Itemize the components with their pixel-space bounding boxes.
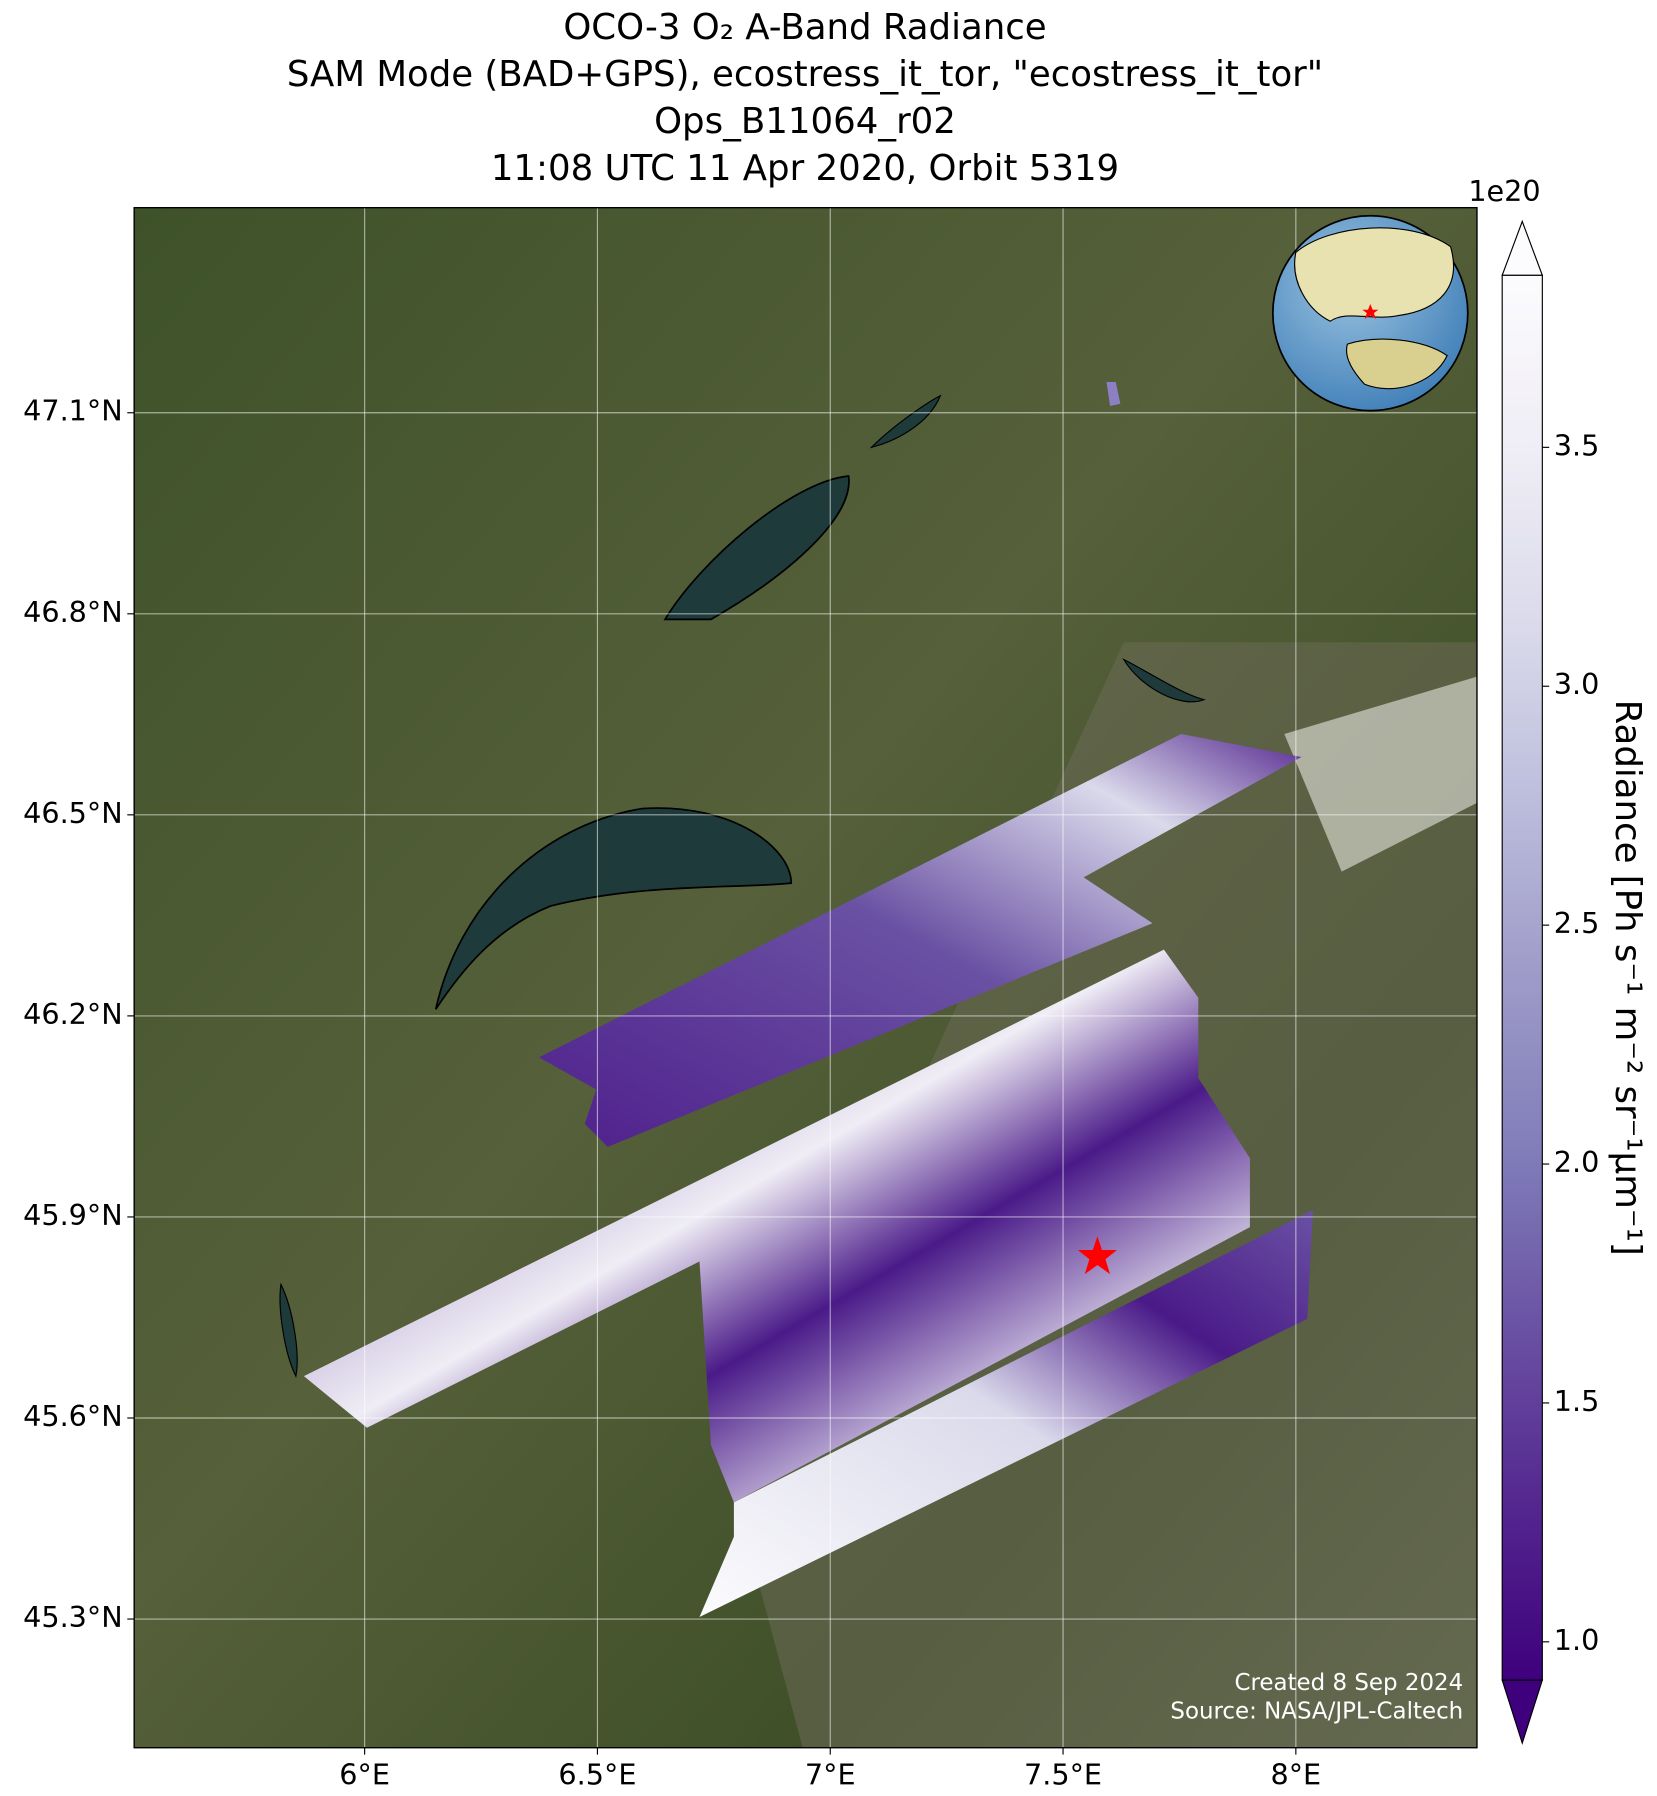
lake-geneva: [434, 807, 793, 1010]
lake-biel: [869, 394, 942, 449]
lake-neuchatel: [663, 475, 850, 621]
colorbar-tick-label: 1.5: [1554, 1384, 1600, 1418]
x-tick-label: 7°E: [805, 1757, 856, 1791]
grid: [134, 207, 1477, 1748]
colorbar-extend-max: [1501, 219, 1544, 276]
credit: Source: NASA/JPL-Caltech: [1170, 1699, 1463, 1725]
title-line: Ops_B11064_r02: [654, 101, 956, 142]
colorbar-tick-label: 2.0: [1554, 1145, 1600, 1179]
colorbar-tick-label: 2.5: [1554, 906, 1600, 940]
title: OCO-3 O₂ A-Band Radiance SAM Mode (BAD+GP…: [287, 7, 1323, 189]
map-frame: [133, 206, 1478, 1749]
globe-land: [1346, 338, 1448, 390]
credits: Created 8 Sep 2024 Source: NASA/JPL-Calte…: [1170, 1670, 1463, 1725]
colorbar-offset: 1e20: [1468, 174, 1540, 208]
lake-bourget: [279, 1282, 298, 1378]
swath: [699, 1209, 1313, 1617]
colorbar-label: Radiance [Ph s⁻¹ m⁻² sr⁻¹μm⁻¹]: [1607, 700, 1648, 1256]
axes: 6°E 6.5°E 7°E 7.5°E 8°E 45.3°N 45.6°N 45.9°N 46.…: [23, 394, 1321, 1792]
colorbar-tick-label: 3.0: [1554, 667, 1600, 701]
y-tick-label: 45.9°N: [23, 1198, 123, 1232]
swath: [538, 734, 1302, 1147]
target-star: [1077, 1236, 1117, 1275]
colorbar-tick-label: 1.0: [1554, 1623, 1600, 1657]
colorbar: 1.0 1.5 2.0 2.5 3.0 3.5 1e20 Radiance [Ph s⁻¹ m…: [1468, 174, 1648, 1746]
y-tick-label: 45.3°N: [23, 1600, 123, 1634]
credit: Created 8 Sep 2024: [1235, 1670, 1464, 1696]
y-tick-label: 46.5°N: [23, 796, 123, 830]
y-tick-label: 46.2°N: [23, 997, 123, 1031]
colorbar-extend-min: [1501, 1679, 1544, 1746]
colorbar-body: [1501, 274, 1543, 1681]
x-tick-label: 7.5°E: [1024, 1757, 1102, 1791]
globe-star: [1362, 304, 1379, 319]
x-tick-label: 6°E: [339, 1757, 390, 1791]
x-tick-label: 6.5°E: [558, 1757, 636, 1791]
y-tick-label: 45.6°N: [23, 1399, 123, 1433]
y-tick-label: 46.8°N: [23, 595, 123, 629]
lake-thun: [1122, 658, 1206, 703]
y-tick-label: 47.1°N: [23, 394, 123, 428]
title-line: 11:08 UTC 11 Apr 2020, Orbit 5319: [491, 148, 1119, 189]
snow: [1284, 676, 1477, 872]
colorbar-tick-label: 3.5: [1554, 428, 1600, 462]
title-line: OCO-3 O₂ A-Band Radiance: [563, 7, 1046, 48]
map-area: Created 8 Sep 2024 Source: NASA/JPL-Calte…: [134, 207, 1477, 1748]
globe-land: [1294, 227, 1455, 322]
swath: [1106, 381, 1121, 407]
swath: [303, 949, 1250, 1503]
title-line: SAM Mode (BAD+GPS), ecostress_it_tor, "e…: [287, 54, 1323, 95]
x-tick-label: 8°E: [1271, 1757, 1322, 1791]
